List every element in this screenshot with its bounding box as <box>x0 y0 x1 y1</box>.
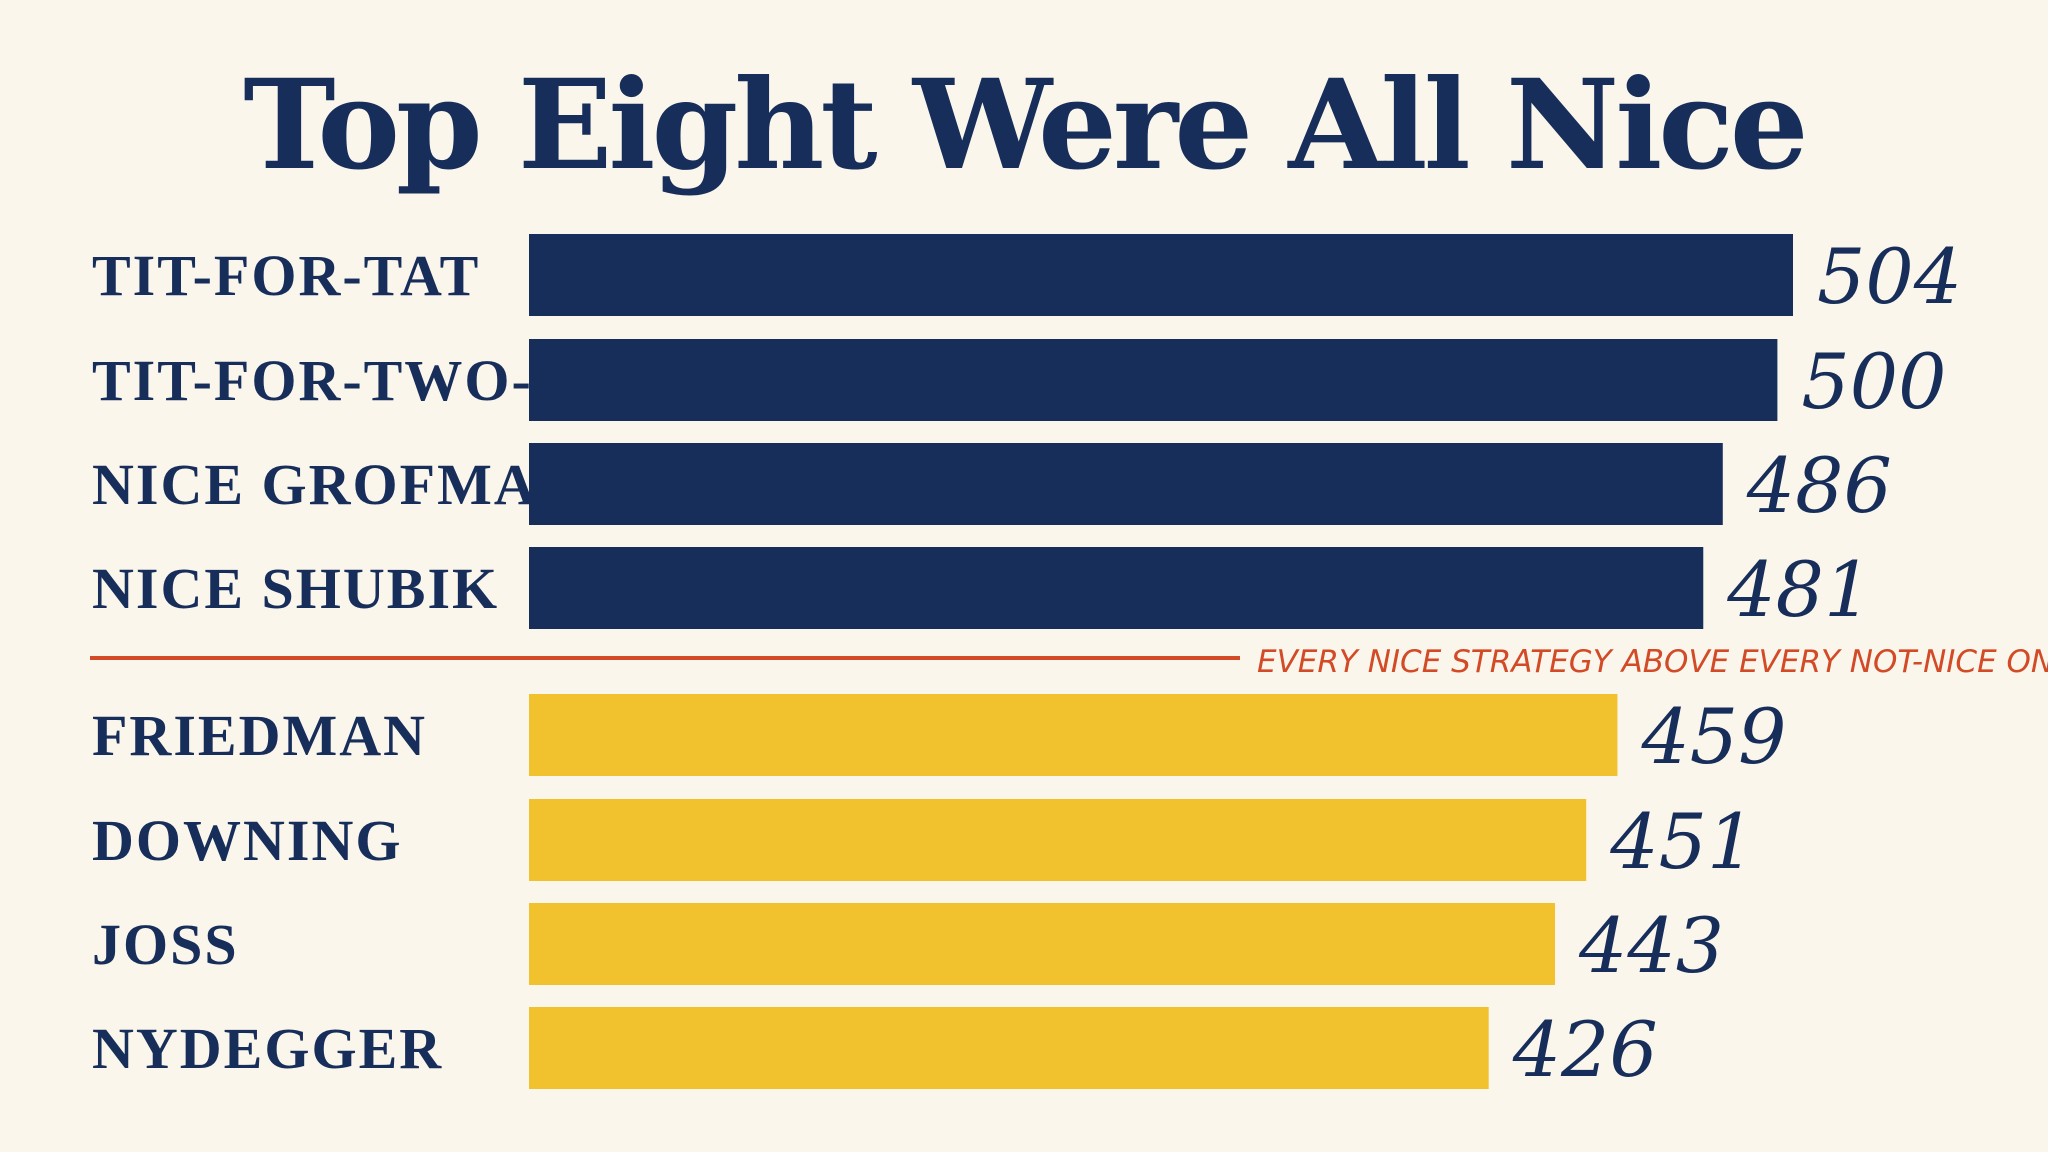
chart-title: Top Eight Were All Nice <box>243 53 1804 198</box>
bar-nice-grofman <box>529 443 1723 525</box>
bar-tit-for-two-tats <box>529 339 1778 421</box>
bars-layer: TIT-FOR-TAT 504 TIT-FOR-TWO-TATS 500 NICE GR… <box>92 232 1962 1094</box>
bar-tit-for-tat <box>529 234 1793 316</box>
value-label: 426 <box>1512 1005 1658 1094</box>
value-label: 443 <box>1578 901 1724 990</box>
value-label: 451 <box>1609 797 1755 886</box>
bar-joss <box>529 903 1556 985</box>
value-label: 481 <box>1726 545 1872 634</box>
bar-nice-shubik <box>529 547 1704 629</box>
value-label: 500 <box>1801 337 1946 426</box>
bar-friedman <box>529 694 1618 776</box>
category-label: FRIEDMAN <box>92 703 427 768</box>
category-label: NICE SHUBIK <box>92 556 499 621</box>
value-label: 459 <box>1640 692 1786 781</box>
category-label: DOWNING <box>92 808 402 873</box>
category-label: TIT-FOR-TAT <box>92 243 480 308</box>
category-label: JOSS <box>92 912 239 977</box>
bar-downing <box>529 799 1587 881</box>
category-label: TIT-FOR-TWO-TATS <box>92 348 684 413</box>
value-label: 504 <box>1817 232 1962 321</box>
category-label: NICE GROFMAN <box>92 452 582 517</box>
bar-nydegger <box>529 1007 1489 1089</box>
category-label: NYDEGGER <box>92 1016 443 1081</box>
value-label: 486 <box>1746 441 1892 530</box>
nice-divider-annotation: EVERY NICE STRATEGY ABOVE EVERY NOT-NICE… <box>1257 644 2048 680</box>
